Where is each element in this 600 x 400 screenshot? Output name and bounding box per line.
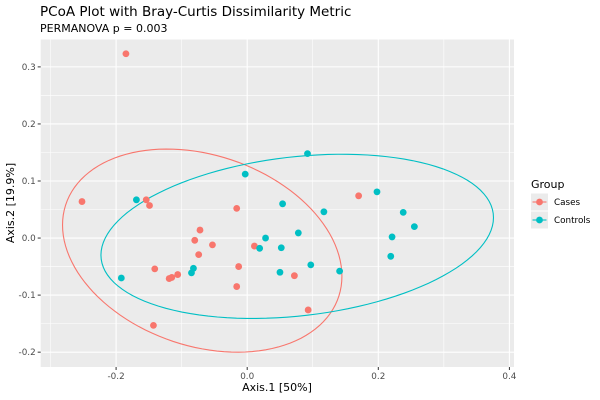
- point-cases: [196, 226, 204, 234]
- y-axis-title: Axis.2 [19.9%]: [4, 163, 17, 243]
- x-tick-label: 0.4: [502, 372, 516, 382]
- point-cases: [191, 236, 199, 244]
- point-cases: [151, 265, 159, 273]
- data-points: [78, 50, 418, 329]
- point-controls: [241, 170, 249, 178]
- point-cases: [165, 275, 173, 282]
- point-controls: [387, 252, 395, 260]
- point-cases: [355, 192, 363, 200]
- point-cases: [146, 202, 153, 209]
- plot-panel: [40, 39, 514, 367]
- point-cases: [122, 50, 130, 58]
- x-tick-label: 0.2: [371, 372, 385, 382]
- point-cases: [150, 321, 157, 329]
- y-tick-label: -0.2: [19, 348, 36, 358]
- y-tick-label: 0.3: [22, 63, 36, 73]
- point-controls: [294, 229, 302, 237]
- point-cases: [142, 196, 150, 204]
- y-tick-label: 0.2: [22, 120, 36, 130]
- x-axis-ticks: -0.2 0.0 0.2 0.4: [108, 367, 517, 382]
- point-controls: [336, 267, 344, 275]
- point-controls: [256, 244, 264, 252]
- confidence-ellipses: [61, 148, 495, 353]
- point-controls: [277, 244, 285, 252]
- point-cases: [235, 263, 243, 270]
- legend-label-cases: Cases: [554, 198, 581, 208]
- point-controls: [320, 208, 328, 216]
- ellipse-controls: [100, 153, 495, 319]
- chart-title: PCoA Plot with Bray-Curtis Dissimilarity…: [40, 4, 351, 20]
- point-cases: [78, 198, 86, 205]
- point-controls: [399, 208, 407, 216]
- legend-key-point: [536, 216, 543, 224]
- point-cases: [174, 271, 182, 278]
- point-controls: [307, 261, 315, 269]
- y-axis-ticks: -0.2 -0.1 0.0 0.1 0.2 0.3: [19, 63, 41, 358]
- point-controls: [117, 274, 125, 282]
- point-controls: [373, 188, 381, 196]
- point-cases: [209, 241, 216, 249]
- x-axis-title: Axis.1 [50%]: [242, 381, 312, 394]
- point-controls: [262, 234, 269, 242]
- x-tick-label: -0.2: [108, 372, 125, 382]
- chart-subtitle: PERMANOVA p = 0.003: [40, 22, 167, 35]
- point-controls: [276, 268, 284, 276]
- point-cases: [304, 306, 312, 314]
- point-controls: [279, 200, 286, 208]
- legend-title: Group: [531, 178, 565, 191]
- point-controls: [388, 233, 396, 241]
- y-tick-label: 0.0: [22, 234, 36, 244]
- minor-gridlines: [40, 39, 514, 367]
- point-controls: [133, 196, 140, 204]
- point-cases: [233, 204, 241, 212]
- point-cases: [195, 251, 203, 259]
- point-cases: [233, 283, 241, 290]
- point-cases: [290, 272, 298, 280]
- y-tick-label: -0.1: [19, 291, 36, 301]
- legend-label-controls: Controls: [554, 216, 591, 226]
- point-controls: [304, 150, 311, 158]
- y-tick-label: 0.1: [22, 177, 36, 187]
- legend: Group Cases Controls: [531, 178, 591, 229]
- legend-key-point: [536, 198, 543, 206]
- point-controls: [188, 269, 195, 277]
- point-controls: [410, 223, 418, 231]
- ellipse-cases: [61, 148, 343, 353]
- x-tick-label: 0.0: [240, 372, 254, 382]
- point-cases: [251, 242, 258, 250]
